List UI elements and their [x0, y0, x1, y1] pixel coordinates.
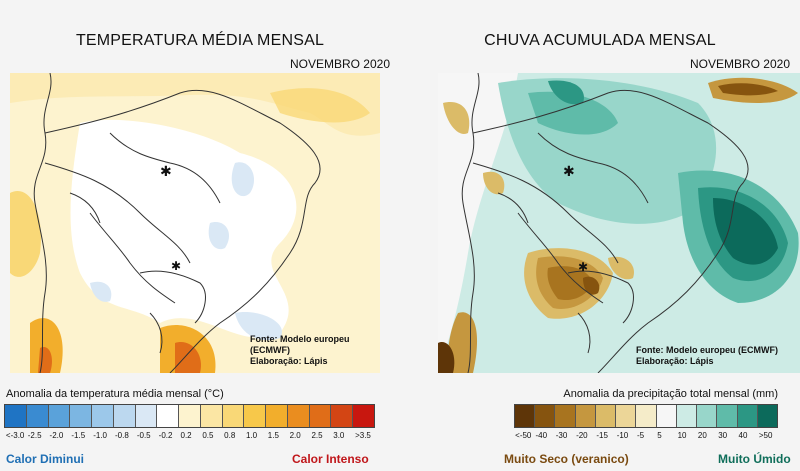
temperature-scale-label: 1.5: [267, 431, 279, 440]
temperature-credit-author: Elaboração: Lápis: [250, 356, 328, 366]
temperature-swatch: [48, 405, 71, 427]
temperature-swatch: [200, 405, 223, 427]
svg-text:✱: ✱: [578, 260, 588, 274]
temperature-scale-label: -2.0: [49, 431, 64, 440]
rain-title: CHUVA ACUMULADA MENSAL: [484, 32, 716, 49]
temperature-scale-label: 1.0: [245, 431, 258, 440]
rain-swatch: [535, 405, 556, 427]
rain-swatch: [616, 405, 637, 427]
temperature-scale-label: <-3.0: [5, 431, 25, 440]
rain-swatch: [737, 405, 758, 427]
temperature-swatch: [92, 405, 114, 427]
temperature-swatch: [353, 405, 375, 427]
temperature-swatch: [331, 405, 354, 427]
rain-label-low: Muito Seco (veranico): [504, 452, 629, 466]
rain-colorbar: [514, 404, 778, 428]
temperature-title: TEMPERATURA MÉDIA MENSAL: [75, 32, 325, 49]
svg-text:✱: ✱: [160, 164, 172, 180]
rain-scale-label: 40: [738, 431, 748, 440]
rain-swatch: [575, 405, 596, 427]
rain-scale-label: 10: [677, 431, 687, 440]
temperature-colorbar: [4, 404, 375, 428]
temperature-map-graphic: ✱ ✱: [10, 73, 380, 373]
rain-swatch: [515, 405, 536, 427]
rain-scale-label: -20: [576, 431, 588, 440]
temperature-scale-label: 3.0: [333, 431, 345, 440]
rain-swatch: [595, 405, 617, 427]
svg-text:✱: ✱: [563, 164, 575, 180]
rain-swatch: [717, 405, 738, 427]
temperature-swatch: [244, 405, 267, 427]
temperature-scale-label: 0.5: [202, 431, 214, 440]
rain-scale-label: 5: [657, 431, 662, 440]
rain-scale-label: 30: [718, 431, 728, 440]
rain-period: NOVEMBRO 2020: [689, 57, 790, 71]
temperature-scale-label: >3.5: [355, 431, 371, 440]
rain-swatch: [757, 405, 778, 427]
rain-scale-label: -40: [535, 431, 548, 440]
temperature-label-low: Calor Diminui: [6, 452, 85, 466]
temperature-scale-label: -0.8: [115, 431, 129, 440]
temperature-swatch: [113, 405, 136, 427]
temperature-scale-label: 2.5: [311, 431, 323, 440]
rain-scale-label: -30: [555, 431, 568, 440]
temperature-scale-label: -1.0: [93, 431, 107, 440]
temperature-swatch: [222, 405, 245, 427]
temperature-swatch: [266, 405, 288, 427]
rain-label-high: Muito Úmido: [718, 452, 791, 466]
rain-credit: Fonte: Modelo europeu (ECMWF) Elaboração…: [636, 345, 778, 367]
svg-text:✱: ✱: [171, 259, 181, 273]
temperature-label-high: Calor Intenso: [292, 452, 369, 466]
rain-scale-label: 20: [697, 431, 707, 440]
rain-swatch: [656, 405, 677, 427]
temperature-swatch: [135, 405, 158, 427]
rain-scale-label: -15: [596, 431, 608, 440]
rain-map-graphic: ✱ ✱: [438, 73, 800, 373]
temperature-swatch: [5, 405, 27, 427]
rain-legend-title: Anomalia da precipitação total mensal (m…: [563, 388, 778, 400]
rain-swatch: [636, 405, 657, 427]
temperature-scale-label: -1.5: [71, 431, 86, 440]
rain-swatch: [555, 405, 576, 427]
rain-scale-label: -5: [637, 431, 645, 440]
rain-scale-label: >50: [758, 431, 773, 440]
temperature-scale-label: -0.5: [136, 431, 151, 440]
rain-credit-author: Elaboração: Lápis: [636, 356, 714, 366]
temperature-period: NOVEMBRO 2020: [289, 57, 390, 71]
rain-credit-source: Fonte: Modelo europeu (ECMWF): [636, 345, 778, 355]
temperature-swatch: [26, 405, 49, 427]
rain-swatch: [676, 405, 698, 427]
rain-scale-label: <-50: [515, 431, 532, 440]
temperature-panel: TEMPERATURA MÉDIA MENSAL NOVEMBRO 2020: [4, 32, 390, 466]
temperature-credit-source: Fonte: Modelo europeu (ECMWF): [250, 334, 350, 355]
temperature-swatch: [70, 405, 93, 427]
temperature-scale-label: -0.2: [158, 431, 173, 440]
temperature-swatch: [157, 405, 180, 427]
rain-panel: CHUVA ACUMULADA MENSAL NOVEMBRO 2020: [400, 0, 800, 471]
temperature-scale-label: 0.2: [180, 431, 192, 440]
temperature-scale-label: -2.5: [27, 431, 42, 440]
rain-swatch: [697, 405, 718, 427]
temperature-map: ✱ ✱ Fonte: Modelo europeu (ECMWF) Elabor…: [10, 73, 380, 373]
temperature-scale-label: 0.8: [224, 431, 236, 440]
rain-scale-label: -10: [616, 431, 629, 440]
temperature-legend-title: Anomalia da temperatura média mensal (°C…: [6, 388, 224, 400]
rain-map: ✱ ✱ Fonte: Modelo europeu (ECMWF) Elabor…: [438, 73, 800, 373]
temperature-scale-label: 2.0: [289, 431, 301, 440]
temperature-credit: Fonte: Modelo europeu (ECMWF) Elaboração…: [250, 334, 380, 367]
temperature-swatch: [179, 405, 201, 427]
temperature-swatch: [287, 405, 310, 427]
temperature-swatch: [309, 405, 332, 427]
